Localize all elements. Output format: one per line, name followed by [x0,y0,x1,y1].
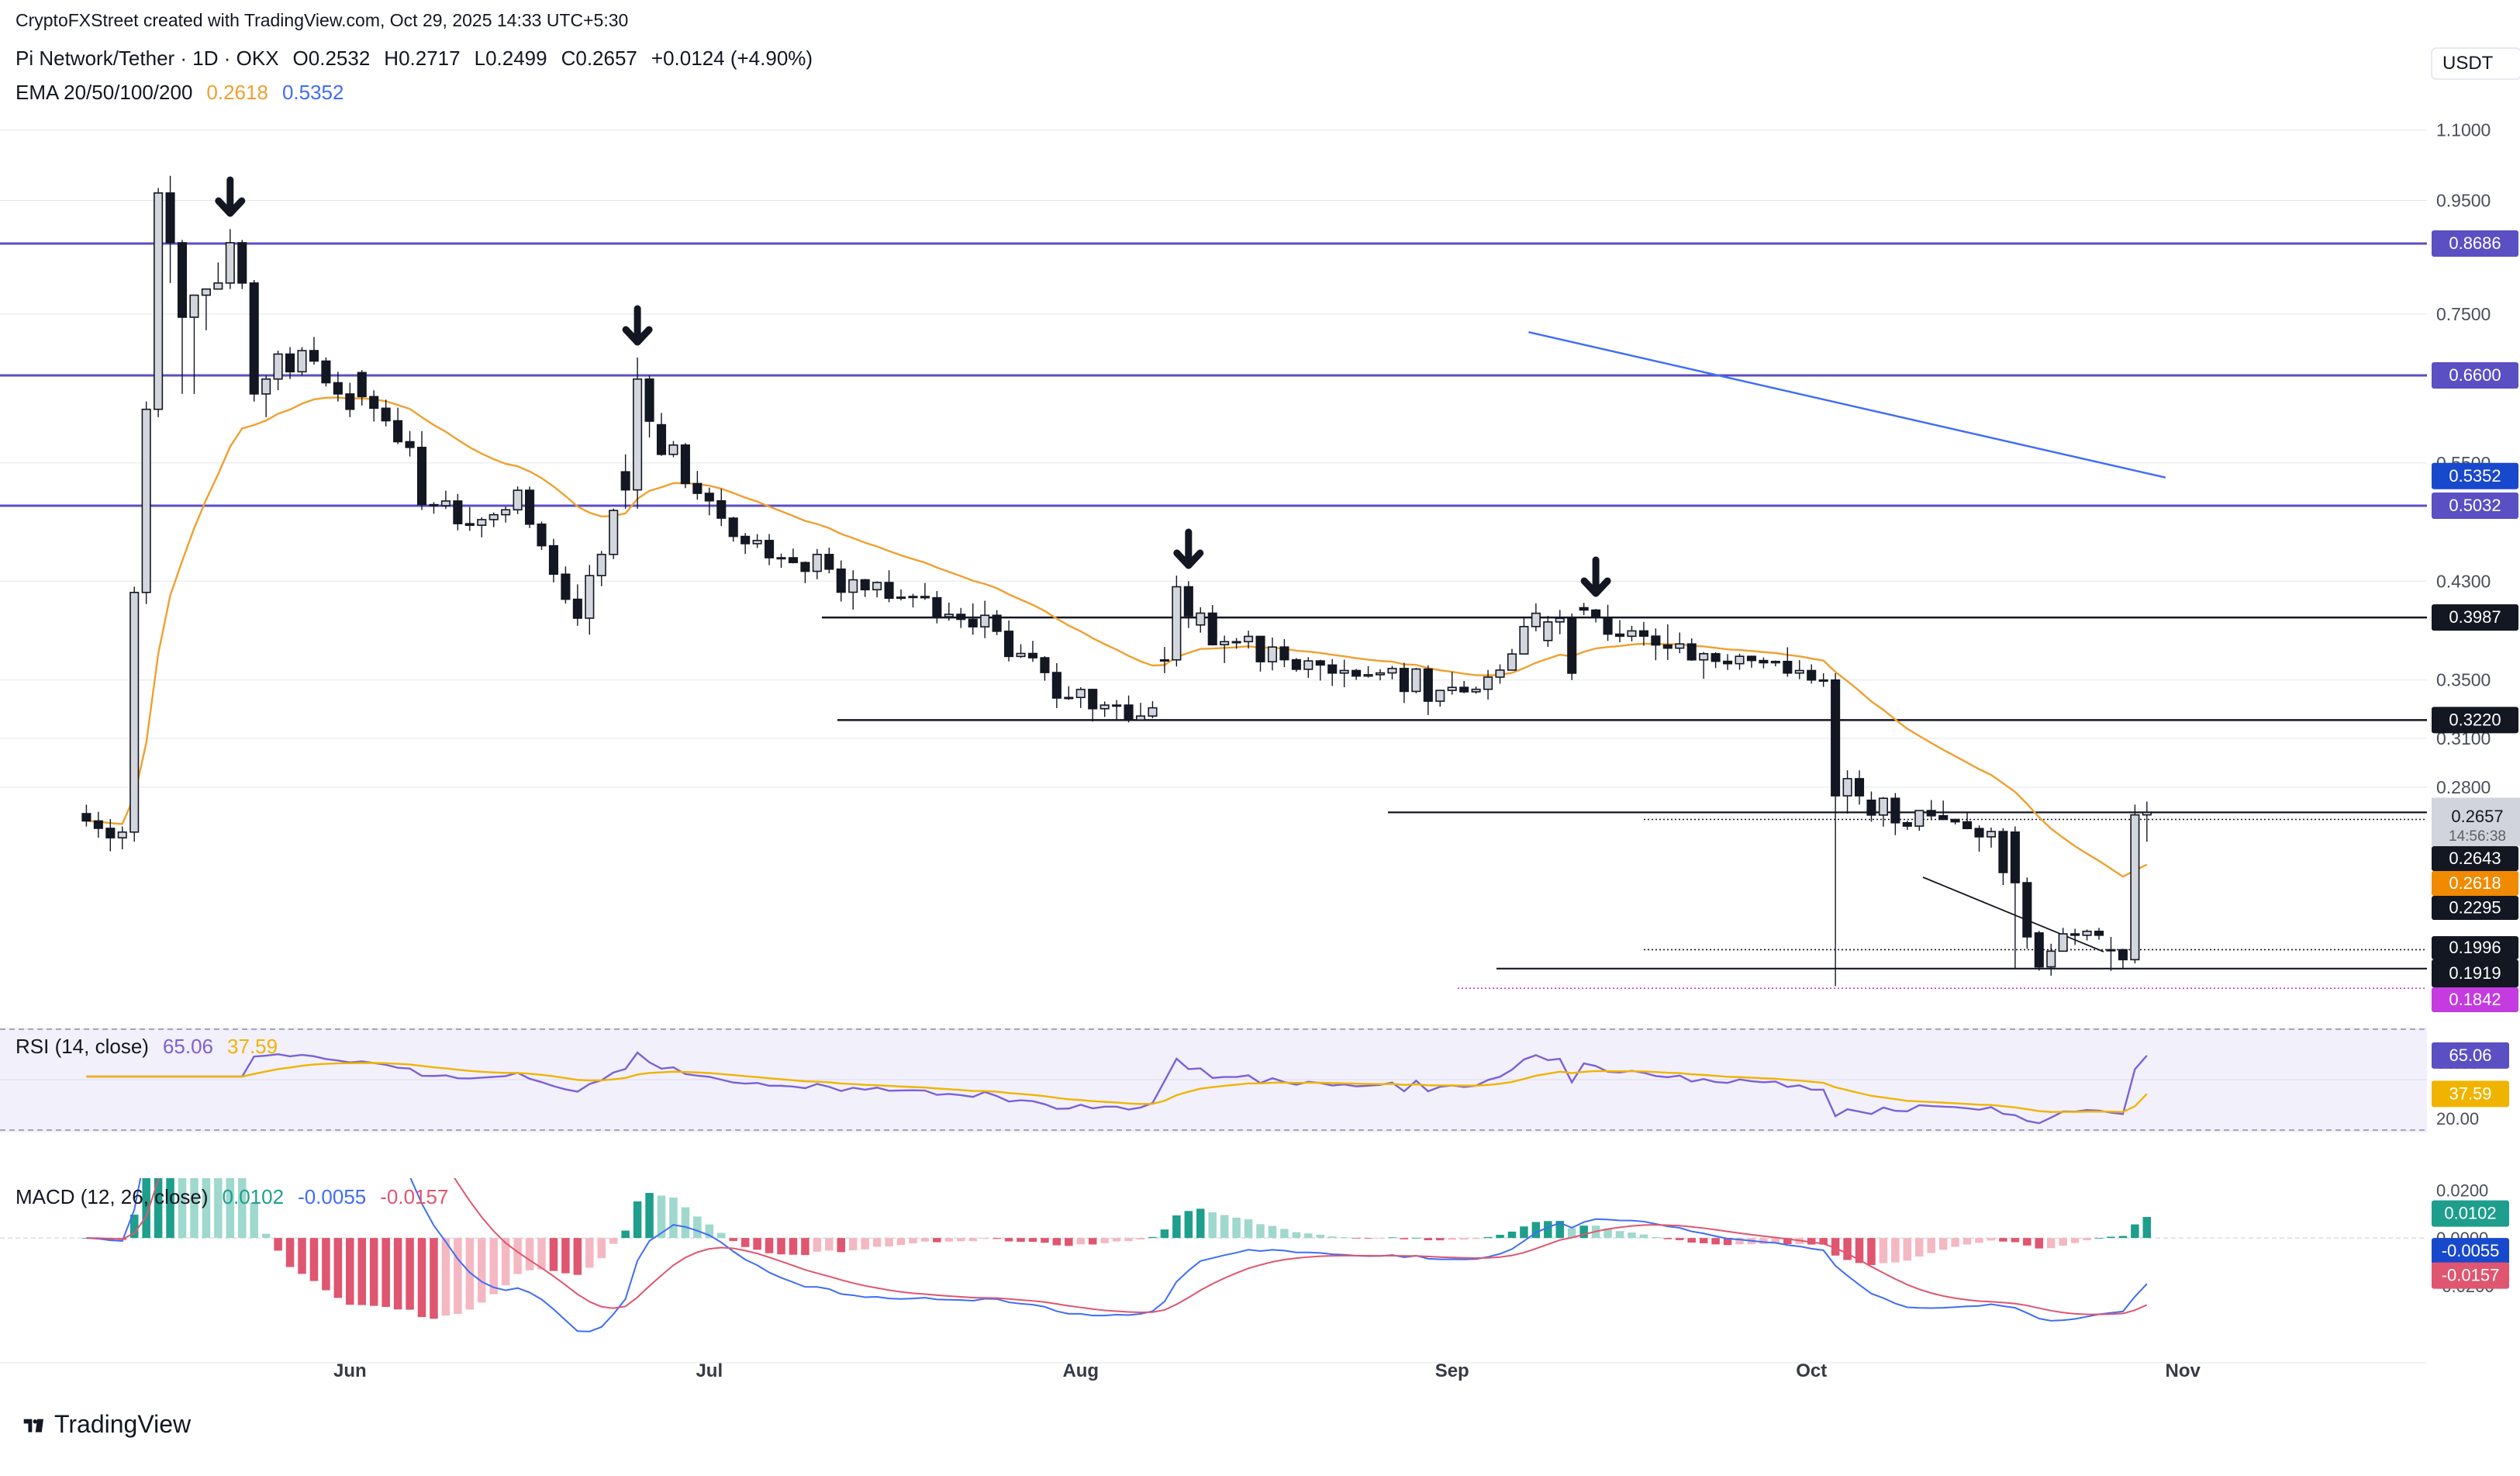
svg-text:Jul: Jul [696,1360,723,1381]
svg-text:0.1996: 0.1996 [2449,938,2501,957]
svg-text:MACD (12, 26, close)0.0102-0.0: MACD (12, 26, close) 0.0102 -0.0055 -0.0157 [16,1185,448,1208]
svg-text:0.3220: 0.3220 [2449,710,2501,729]
svg-text:Oct: Oct [1796,1360,1827,1381]
svg-text:-0.0157: -0.0157 [2442,1266,2500,1285]
svg-text:0.6600: 0.6600 [2449,365,2501,385]
svg-text:0.1919: 0.1919 [2449,963,2501,983]
svg-text:USDT: USDT [2442,53,2494,74]
svg-text:0.0102: 0.0102 [2444,1204,2496,1223]
svg-text:0.3500: 0.3500 [2436,670,2491,690]
svg-text:0.2800: 0.2800 [2436,777,2491,797]
svg-text:0.7500: 0.7500 [2436,304,2491,324]
svg-text:Aug: Aug [1062,1360,1099,1381]
svg-text:65.06: 65.06 [2449,1046,2491,1065]
svg-text:-0.0055: -0.0055 [2442,1241,2500,1260]
svg-text:0.0200: 0.0200 [2436,1180,2488,1200]
svg-text:0.4300: 0.4300 [2436,571,2491,591]
svg-text:0.1842: 0.1842 [2449,990,2501,1009]
svg-text:0.2657: 0.2657 [2451,807,2503,826]
svg-text:0.3987: 0.3987 [2449,607,2501,627]
svg-text:37.59: 37.59 [2449,1084,2491,1103]
svg-text:Nov: Nov [2165,1360,2201,1381]
svg-text:0.2643: 0.2643 [2449,849,2501,868]
svg-text:0.5032: 0.5032 [2449,496,2501,515]
svg-text:0.2295: 0.2295 [2449,898,2501,918]
svg-text:0.8686: 0.8686 [2449,233,2501,253]
svg-text:0.5352: 0.5352 [2449,466,2501,486]
svg-text:14:56:38: 14:56:38 [2449,828,2506,845]
svg-text:20.00: 20.00 [2436,1109,2479,1129]
svg-text:Jun: Jun [333,1360,367,1381]
svg-text:1.1000: 1.1000 [2436,120,2491,140]
svg-text:0.2618: 0.2618 [2449,873,2501,893]
svg-text:0.9500: 0.9500 [2436,190,2491,210]
svg-text:Sep: Sep [1435,1360,1469,1381]
